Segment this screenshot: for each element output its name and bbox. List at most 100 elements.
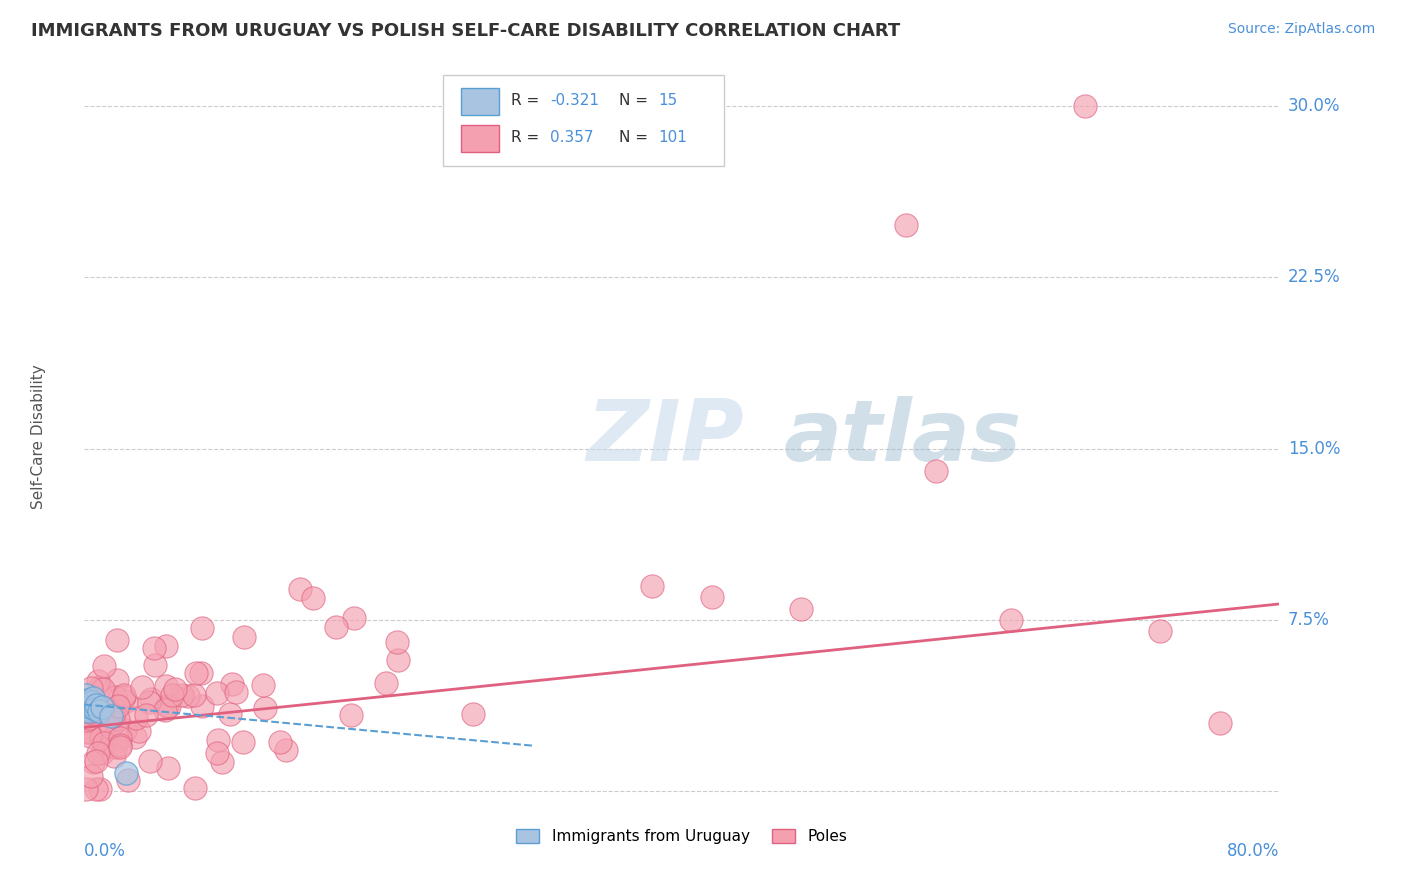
Point <box>90 731 112 745</box>
Point <box>139 754 162 768</box>
Point <box>233 631 256 645</box>
Point <box>84 754 107 768</box>
Text: IMMIGRANTS FROM URUGUAY VS POLISH SELF-CARE DISABILITY CORRELATION CHART: IMMIGRANTS FROM URUGUAY VS POLISH SELF-C… <box>31 22 900 40</box>
Point <box>112 688 135 702</box>
Text: 22.5%: 22.5% <box>1288 268 1340 286</box>
Text: R =: R = <box>510 94 544 108</box>
Point <box>1074 98 1097 112</box>
Point <box>87 746 110 760</box>
Point <box>156 699 179 714</box>
Point <box>100 720 122 734</box>
Point <box>135 707 157 722</box>
Point <box>86 698 108 712</box>
Point <box>77 724 100 739</box>
Point <box>155 679 177 693</box>
Point <box>160 688 183 702</box>
Point <box>269 735 291 749</box>
Point <box>84 782 107 797</box>
Text: 0.357: 0.357 <box>551 130 593 145</box>
Point <box>108 731 131 745</box>
Point <box>641 579 664 593</box>
Point <box>143 641 166 656</box>
Text: 80.0%: 80.0% <box>1227 842 1279 860</box>
Point <box>153 703 176 717</box>
Point <box>114 723 136 737</box>
Text: 0.0%: 0.0% <box>84 842 127 860</box>
Point <box>139 692 162 706</box>
Point <box>89 705 111 719</box>
Point <box>77 698 100 712</box>
Point <box>107 712 129 726</box>
Point <box>83 707 105 722</box>
Point <box>138 695 160 709</box>
Point <box>461 706 484 721</box>
Point <box>112 690 135 705</box>
Point <box>82 756 104 770</box>
Point <box>80 681 103 696</box>
Point <box>211 755 233 769</box>
Point <box>117 772 139 787</box>
Point <box>170 689 193 703</box>
Point <box>115 766 138 780</box>
Point <box>207 732 229 747</box>
Point <box>183 688 205 702</box>
Point <box>157 761 180 775</box>
Point <box>75 698 97 712</box>
Point <box>143 657 166 672</box>
Point <box>176 690 198 704</box>
Point <box>276 742 298 756</box>
Point <box>253 700 276 714</box>
Point <box>165 682 187 697</box>
Point <box>76 713 98 727</box>
Point <box>89 782 111 797</box>
Point <box>82 690 104 705</box>
Point <box>225 685 247 699</box>
Point <box>125 711 148 725</box>
Point <box>124 730 146 744</box>
Point <box>157 698 180 713</box>
Point <box>375 676 398 690</box>
Point <box>221 676 243 690</box>
Bar <box>461 125 499 153</box>
Point <box>79 711 101 725</box>
Point <box>79 729 101 743</box>
Point <box>101 708 124 723</box>
Point <box>93 736 115 750</box>
Point <box>218 706 240 721</box>
Point <box>79 706 101 720</box>
Point <box>205 686 228 700</box>
Point <box>89 680 111 694</box>
Point <box>94 734 117 748</box>
Point <box>131 680 153 694</box>
Point <box>103 749 125 764</box>
Point <box>80 695 103 709</box>
Point <box>1209 715 1232 730</box>
Point <box>93 659 115 673</box>
Text: -0.321: -0.321 <box>551 94 599 108</box>
Point <box>77 711 100 725</box>
Point <box>104 690 127 704</box>
Point <box>183 780 205 795</box>
Point <box>104 739 127 754</box>
Point <box>80 769 103 783</box>
Text: N =: N = <box>619 130 652 145</box>
Point <box>77 705 100 719</box>
Point <box>190 665 212 680</box>
Text: 15: 15 <box>658 94 678 108</box>
Text: R =: R = <box>510 130 544 145</box>
Point <box>186 666 208 681</box>
Text: ZIP: ZIP <box>586 395 744 479</box>
Point <box>79 699 101 714</box>
Point <box>231 735 253 749</box>
Bar <box>461 87 499 115</box>
Text: Self-Care Disability: Self-Care Disability <box>31 365 46 509</box>
Point <box>107 698 129 713</box>
Point <box>115 694 138 708</box>
Point <box>1000 613 1022 627</box>
Text: Source: ZipAtlas.com: Source: ZipAtlas.com <box>1227 22 1375 37</box>
Point <box>83 702 105 716</box>
Point <box>75 689 97 703</box>
Legend: Immigrants from Uruguay, Poles: Immigrants from Uruguay, Poles <box>510 822 853 850</box>
Point <box>91 699 114 714</box>
Text: 15.0%: 15.0% <box>1288 440 1340 458</box>
